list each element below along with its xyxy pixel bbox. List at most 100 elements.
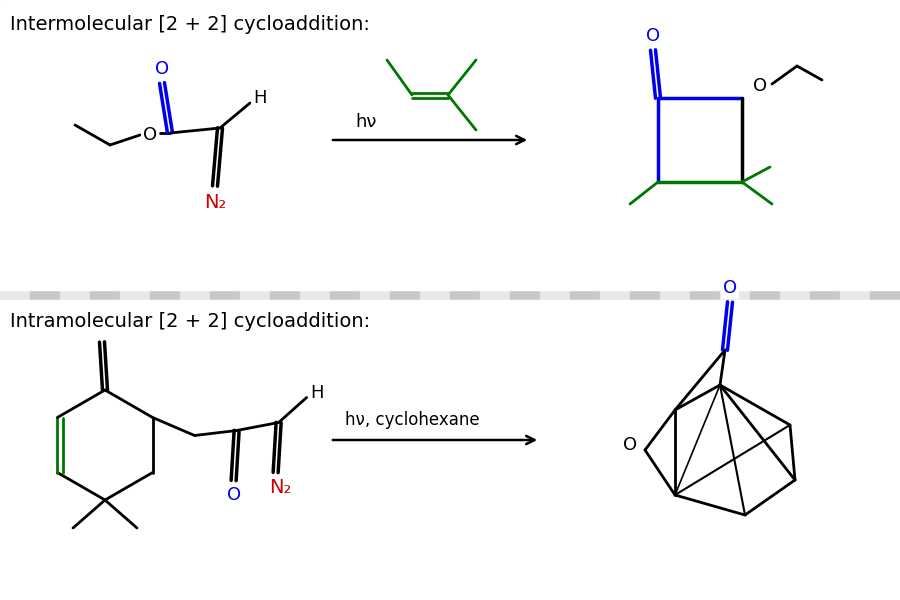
Bar [660, 540, 690, 570]
Text: H: H [310, 383, 323, 401]
Bar [510, 60, 540, 90]
Bar [420, 570, 450, 600]
Bar [120, 60, 150, 90]
Bar [60, 510, 90, 540]
Text: N₂: N₂ [269, 478, 292, 497]
Bar [630, 0, 660, 30]
Bar [480, 30, 510, 60]
Bar [330, 60, 360, 90]
Bar [630, 60, 660, 90]
Bar [330, 480, 360, 510]
Bar [390, 120, 420, 150]
Bar [270, 420, 300, 450]
Bar [210, 540, 240, 570]
Bar [570, 210, 600, 240]
Bar [0, 120, 30, 150]
Bar [360, 210, 390, 240]
Bar [30, 120, 60, 150]
Bar [750, 0, 780, 30]
Bar [690, 270, 720, 300]
Bar [0, 30, 30, 60]
Bar [570, 330, 600, 360]
Text: O: O [143, 126, 157, 144]
Bar [810, 0, 840, 30]
Bar [120, 540, 150, 570]
Bar [480, 360, 510, 390]
Bar [840, 360, 870, 390]
Bar [720, 240, 750, 270]
Bar [630, 240, 660, 270]
Bar [690, 360, 720, 390]
Bar [0, 240, 30, 270]
Bar [570, 270, 600, 300]
Bar [210, 270, 240, 300]
Bar [540, 180, 570, 210]
Bar [750, 570, 780, 600]
Bar [810, 240, 840, 270]
Bar [180, 60, 210, 90]
Bar [120, 330, 150, 360]
Bar [180, 300, 210, 330]
Bar [30, 540, 60, 570]
Bar [480, 420, 510, 450]
Bar [660, 450, 690, 480]
Bar [60, 390, 90, 420]
Bar [0, 300, 900, 600]
Bar [570, 540, 600, 570]
Bar [180, 180, 210, 210]
Bar [420, 0, 450, 30]
Bar [420, 330, 450, 360]
Bar [390, 240, 420, 270]
Bar [480, 480, 510, 510]
Bar [720, 120, 750, 150]
Bar [450, 570, 480, 600]
Bar [0, 390, 30, 420]
Bar [660, 570, 690, 600]
Bar [450, 330, 480, 360]
Bar [840, 180, 870, 210]
Bar [600, 90, 630, 120]
Text: hν: hν [355, 113, 376, 131]
Bar [780, 150, 810, 180]
Bar [270, 180, 300, 210]
Text: O: O [623, 436, 637, 454]
Bar [450, 30, 480, 60]
Bar [690, 150, 720, 180]
Bar [630, 90, 660, 120]
Bar [570, 150, 600, 180]
Bar [870, 570, 900, 600]
Bar [780, 210, 810, 240]
Bar [600, 450, 630, 480]
Bar [690, 510, 720, 540]
Bar [360, 60, 390, 90]
Bar [480, 180, 510, 210]
Bar [720, 150, 750, 180]
Bar [60, 480, 90, 510]
Bar [30, 480, 60, 510]
Bar [510, 510, 540, 540]
Bar [390, 180, 420, 210]
Bar [300, 240, 330, 270]
Bar [690, 300, 720, 330]
Bar [570, 240, 600, 270]
Bar [420, 270, 450, 300]
Bar [0, 330, 30, 360]
Bar [780, 450, 810, 480]
Bar [180, 240, 210, 270]
Bar [840, 120, 870, 150]
Bar [840, 330, 870, 360]
Bar [540, 210, 570, 240]
Bar [300, 300, 330, 330]
Bar [90, 180, 120, 210]
Bar [60, 30, 90, 60]
Bar [180, 540, 210, 570]
Bar [720, 570, 750, 600]
Bar [330, 450, 360, 480]
Bar [150, 60, 180, 90]
Bar [660, 360, 690, 390]
Bar [630, 210, 660, 240]
Bar [450, 450, 480, 480]
Bar [330, 120, 360, 150]
Bar [30, 150, 60, 180]
Bar [420, 420, 450, 450]
